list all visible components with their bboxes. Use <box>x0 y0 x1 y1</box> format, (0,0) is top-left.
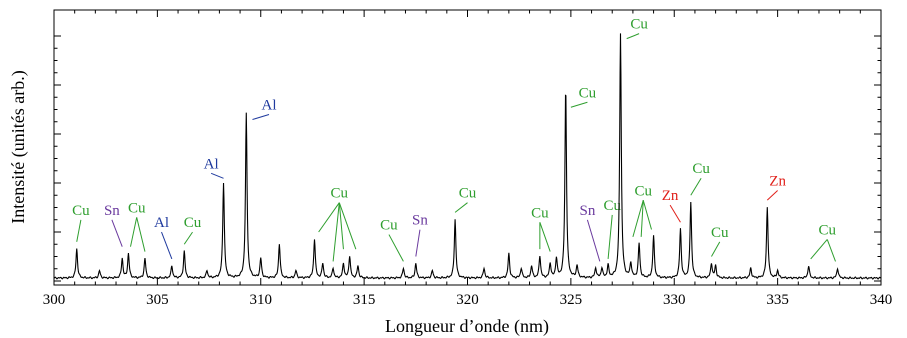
annotation-leader-line <box>161 231 173 260</box>
annotation-leader-line <box>711 241 721 257</box>
annotation-label: Cu <box>331 186 349 202</box>
annotation-leader-line <box>642 200 652 230</box>
annotation-leader-line <box>338 202 344 250</box>
annotation-label: Cu <box>630 17 648 33</box>
annotation-label: Zn <box>662 188 679 204</box>
x-tick-label: 335 <box>766 292 789 308</box>
annotation-leader-line <box>210 172 224 179</box>
x-tick-label: 300 <box>43 292 66 308</box>
annotation-label: Cu <box>634 183 652 199</box>
x-tick-label: 340 <box>870 292 893 308</box>
annotation-leader-line <box>690 177 702 196</box>
annotation-leader-line <box>586 219 601 262</box>
annotation-leader-line <box>626 33 640 40</box>
annotation-label: Cu <box>380 218 398 234</box>
annotation-leader-line <box>252 114 270 120</box>
annotation-label: Cu <box>692 161 710 177</box>
annotation-leader-line <box>570 101 588 108</box>
spectrum-line <box>53 33 882 280</box>
annotation-leader-line <box>318 202 340 233</box>
annotation-leader-line <box>388 234 404 262</box>
plot-frame <box>53 9 882 286</box>
annotation-leader-line <box>607 214 613 259</box>
annotation-label: Al <box>154 215 169 231</box>
annotation-label: Cu <box>818 222 836 238</box>
annotation-label: Cu <box>128 200 146 216</box>
annotation-label: Cu <box>711 225 729 241</box>
x-tick-label: 310 <box>250 292 273 308</box>
annotation-label: Al <box>204 156 219 172</box>
annotation-leader-line <box>111 219 123 247</box>
annotation-label: Cu <box>184 215 202 231</box>
annotation-leader-line <box>826 239 836 262</box>
annotation-label: Cu <box>603 198 621 214</box>
annotation-label: Sn <box>579 203 595 219</box>
x-tick-label: 325 <box>560 292 583 308</box>
annotation-label: Zn <box>769 173 786 189</box>
annotation-leader-line <box>76 219 82 242</box>
y-axis-label: Intensité (unités arb.) <box>8 70 29 223</box>
x-axis-label: Longueur d’onde (nm) <box>385 316 549 337</box>
annotation-leader-line <box>766 190 778 201</box>
x-tick-label: 305 <box>146 292 169 308</box>
annotation-leader-line <box>669 204 681 223</box>
annotation-leader-line <box>810 239 828 260</box>
annotation-label: Al <box>262 98 277 114</box>
annotation-leader-line <box>415 229 421 257</box>
x-tick-label: 315 <box>353 292 376 308</box>
axis-ticks <box>53 10 882 285</box>
annotation-leader-line <box>130 217 138 247</box>
annotation-label: Sn <box>412 213 428 229</box>
annotation-leader-line <box>632 200 644 238</box>
annotation-leader-line <box>454 202 468 213</box>
annotation-label: Cu <box>579 85 597 101</box>
annotation-leader-line <box>640 200 644 237</box>
annotation-leader-line <box>332 202 340 262</box>
peak-annotations: Cu Sn Cu Al Cu Al Al Cu Cu Sn Cu Cu Cu Sn Cu Cu Cu Zn Cu Cu… <box>72 17 836 262</box>
annotation-leader-line <box>539 222 551 252</box>
annotation-leader-line <box>136 217 146 252</box>
annotation-label: Sn <box>104 203 120 219</box>
annotation-label: Cu <box>72 203 90 219</box>
annotation-leader-line <box>338 202 357 250</box>
x-tick-labels: 300 305 310 315 320 325 330 335 340 <box>43 292 893 308</box>
annotation-label: Cu <box>459 186 477 202</box>
x-tick-label: 320 <box>456 292 479 308</box>
annotation-leader-line <box>183 231 193 245</box>
annotation-label: Cu <box>531 205 549 221</box>
x-tick-label: 330 <box>663 292 686 308</box>
